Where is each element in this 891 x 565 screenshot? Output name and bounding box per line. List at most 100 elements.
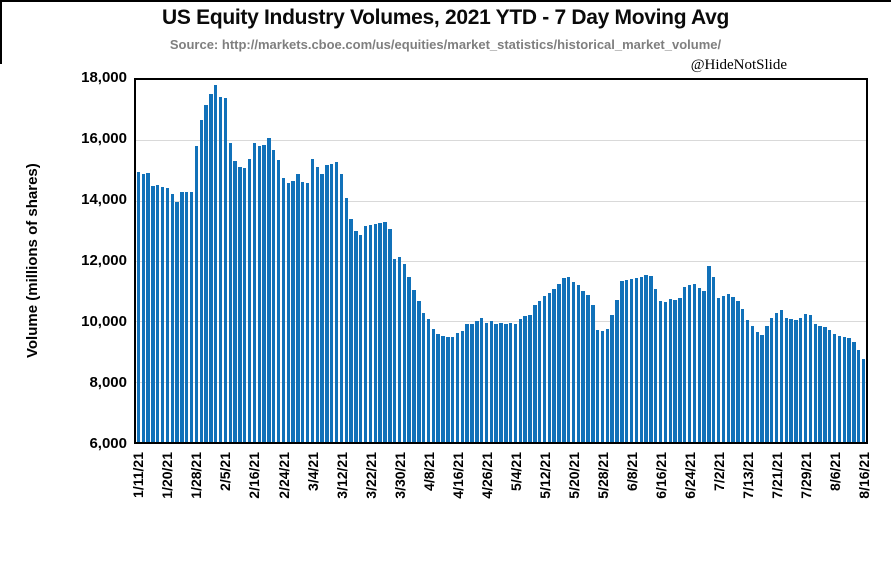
volume-bar xyxy=(407,276,411,442)
volume-bar xyxy=(692,283,697,442)
volume-bar xyxy=(789,319,793,442)
volume-bar xyxy=(296,173,300,442)
volume-bar xyxy=(852,342,856,442)
volume-bar xyxy=(426,319,431,442)
volume-bar xyxy=(199,119,203,442)
x-tick-label: 8/6/21 xyxy=(826,452,843,491)
volume-bar xyxy=(175,202,179,442)
x-tick-label: 1/28/21 xyxy=(188,452,205,499)
volume-bar xyxy=(649,275,653,442)
volume-bar xyxy=(765,325,769,442)
volume-bar xyxy=(180,192,184,442)
volume-bar xyxy=(513,324,518,442)
volume-bar xyxy=(620,280,624,442)
volume-bar xyxy=(363,226,368,442)
volume-bar xyxy=(373,224,377,442)
volume-bar xyxy=(823,327,827,442)
volume-bar xyxy=(591,305,595,442)
volume-bar xyxy=(455,332,460,442)
volume-bar xyxy=(276,159,281,442)
x-tick-label: 4/8/21 xyxy=(420,452,437,491)
volume-bar xyxy=(136,172,141,442)
volume-bar xyxy=(562,278,566,442)
x-tick-label: 3/12/21 xyxy=(333,452,350,499)
volume-bar xyxy=(325,165,329,442)
volume-bar xyxy=(223,98,228,442)
volume-bar xyxy=(668,299,672,442)
volume-bar xyxy=(185,191,189,442)
volume-bar xyxy=(146,172,150,442)
volume-bar xyxy=(547,293,552,442)
volume-bar xyxy=(784,318,788,442)
volume-bar xyxy=(214,85,218,442)
volume-bar xyxy=(262,144,266,442)
volume-bar xyxy=(228,143,232,442)
volume-bar xyxy=(402,263,406,442)
volume-bar xyxy=(571,281,576,442)
volume-bar xyxy=(359,235,363,442)
volume-bar xyxy=(170,193,174,442)
volume-bar xyxy=(354,230,358,442)
volume-bar xyxy=(552,288,556,442)
gridline xyxy=(136,200,866,202)
volume-bar xyxy=(634,277,639,442)
volume-bar xyxy=(639,276,643,442)
volume-bar xyxy=(566,277,571,442)
volume-bar xyxy=(165,187,170,442)
x-tick-label: 5/20/21 xyxy=(565,452,582,499)
volume-bar xyxy=(460,330,464,442)
x-tick-label: 3/30/21 xyxy=(391,452,408,499)
volume-bar xyxy=(615,299,619,442)
volume-bar xyxy=(378,222,382,442)
volume-bar xyxy=(156,184,160,442)
y-tick-label: 10,000 xyxy=(81,313,127,330)
volume-bar xyxy=(658,300,663,442)
volume-bar xyxy=(233,161,237,442)
volume-bar xyxy=(533,304,537,442)
volume-bar xyxy=(518,319,523,442)
x-tick-label: 2/16/21 xyxy=(246,452,263,499)
volume-bar xyxy=(494,323,498,442)
x-tick-label: 1/11/21 xyxy=(130,452,147,498)
volume-bar xyxy=(736,300,740,442)
volume-bar xyxy=(857,350,861,442)
volume-bar xyxy=(281,177,286,442)
volume-bar xyxy=(528,315,532,442)
y-tick-label: 12,000 xyxy=(81,252,127,269)
volume-bar xyxy=(412,289,416,442)
x-tick-label: 4/16/21 xyxy=(449,452,466,499)
volume-bar xyxy=(625,280,629,442)
volume-bar xyxy=(557,284,561,442)
volume-bar xyxy=(523,316,527,442)
volume-bar xyxy=(731,296,735,442)
x-tick-label: 8/16/21 xyxy=(855,452,872,499)
x-tick-label: 2/5/21 xyxy=(217,452,234,491)
x-tick-label: 4/26/21 xyxy=(478,452,495,499)
volume-bar xyxy=(383,222,387,442)
volume-bar xyxy=(600,330,605,442)
volume-bar xyxy=(799,317,803,442)
volume-bar xyxy=(721,295,726,442)
volume-bar xyxy=(605,329,610,442)
x-tick-label: 7/29/21 xyxy=(797,452,814,499)
volume-bar xyxy=(760,334,764,442)
volume-bar xyxy=(542,296,547,442)
volume-bar xyxy=(861,358,866,442)
x-tick-label: 6/16/21 xyxy=(652,452,669,499)
volume-bar xyxy=(663,302,668,442)
volume-bar xyxy=(392,258,397,442)
volume-bar xyxy=(610,315,614,442)
volume-bar xyxy=(247,159,252,442)
screenshot-left-border xyxy=(0,0,2,64)
volume-bar xyxy=(252,143,257,442)
x-tick-label: 3/4/21 xyxy=(304,452,321,491)
y-tick-label: 18,000 xyxy=(81,69,127,86)
gridline xyxy=(136,140,866,142)
volume-bar xyxy=(707,266,711,442)
volume-bar xyxy=(475,321,479,442)
volume-bar xyxy=(687,285,692,442)
volume-bar xyxy=(818,326,822,442)
volume-bar xyxy=(151,185,155,442)
gridline xyxy=(136,321,866,323)
volume-bar xyxy=(489,321,494,442)
